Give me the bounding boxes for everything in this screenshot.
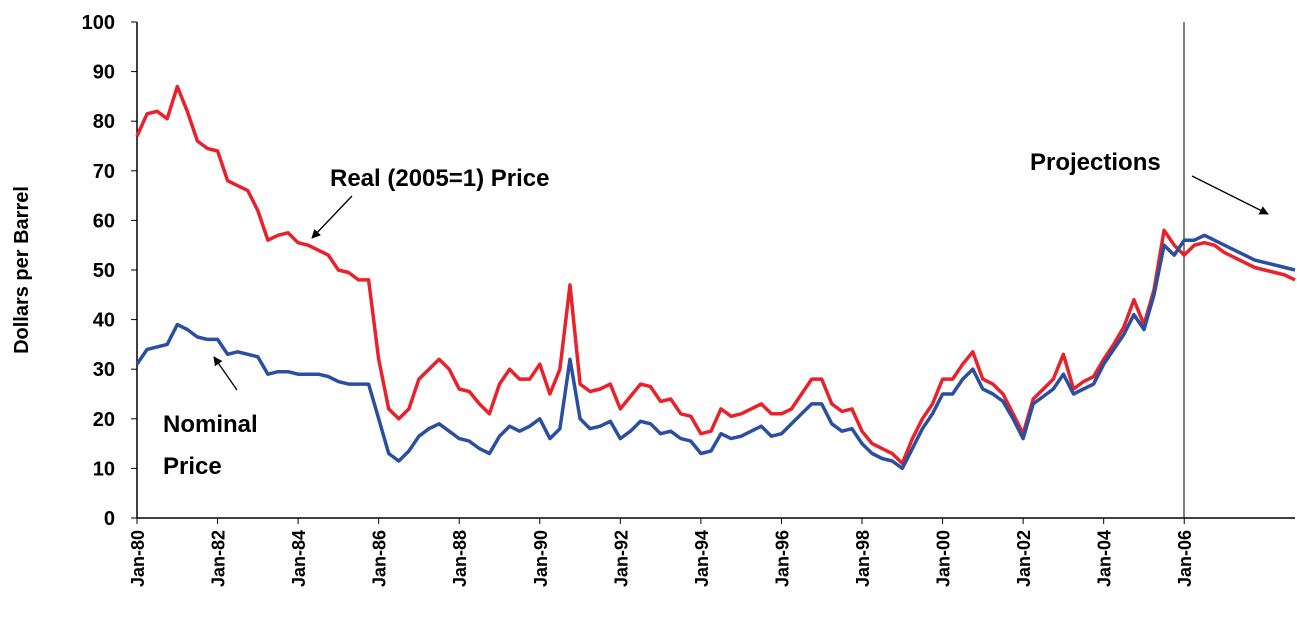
annotation-nominal: Price — [163, 453, 222, 480]
x-tick-label: Jan-96 — [772, 530, 792, 587]
y-tick-label: 100 — [82, 12, 115, 34]
x-tick-label: Jan-88 — [450, 530, 470, 587]
x-tick-label: Jan-98 — [853, 530, 873, 587]
arrow — [213, 356, 238, 391]
annotation-projections: Projections — [1030, 149, 1161, 176]
x-tick-label: Jan-80 — [128, 530, 148, 587]
y-tick-label: 20 — [93, 409, 115, 431]
series-line — [135, 233, 1296, 471]
y-tick-label: 10 — [93, 458, 115, 480]
y-tick-label: 70 — [93, 161, 115, 183]
y-tick-label: 40 — [93, 310, 115, 332]
series-line — [135, 84, 1296, 466]
y-tick-label: 90 — [93, 62, 115, 84]
x-tick-label: Jan-94 — [692, 530, 712, 587]
arrow — [311, 195, 353, 239]
x-tick-label: Jan-92 — [611, 530, 631, 587]
y-tick-label: 60 — [93, 210, 115, 232]
y-tick-label: 0 — [104, 508, 115, 530]
x-tick-label: Jan-02 — [1014, 530, 1034, 587]
y-axis-label: Dollars per Barrel — [11, 186, 33, 354]
x-tick-label: Jan-82 — [209, 530, 229, 587]
y-tick-label: 80 — [93, 111, 115, 133]
y-tick-label: 50 — [93, 260, 115, 282]
y-tick-label: 30 — [93, 359, 115, 381]
x-tick-label: Jan-04 — [1095, 530, 1115, 587]
annotation-nominal: Nominal — [163, 411, 258, 438]
annotation-real: Real (2005=1) Price — [330, 165, 549, 192]
x-tick-label: Jan-90 — [531, 530, 551, 587]
x-tick-label: Jan-00 — [934, 530, 954, 587]
arrow — [1191, 175, 1269, 215]
x-tick-label: Jan-86 — [370, 530, 390, 587]
x-tick-label: Jan-06 — [1175, 530, 1195, 587]
x-tick-label: Jan-84 — [289, 530, 309, 587]
